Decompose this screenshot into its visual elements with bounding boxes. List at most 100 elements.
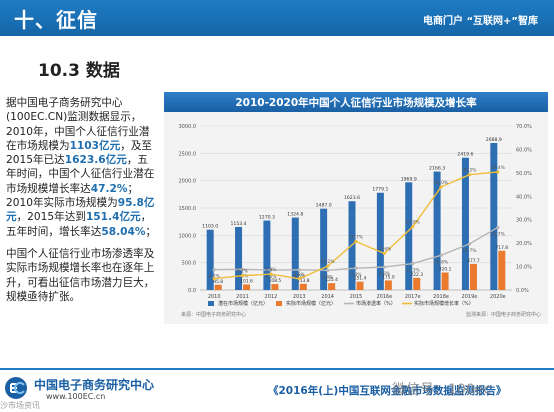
bar-actual-market (441, 272, 449, 290)
y-left-tick-label: 3000.0 (179, 124, 197, 130)
legend-swatch (276, 301, 282, 306)
penetration-rate-label: 9.8% (379, 271, 390, 277)
point-penetration-rate (439, 253, 443, 257)
point-growth-rate (326, 264, 330, 268)
bar-actual-market (356, 281, 364, 290)
y-right-tick-label: 70.0% (516, 124, 532, 130)
penetration-rate-label: 11.3% (406, 268, 420, 274)
bar-actual-market (498, 250, 506, 290)
point-growth-rate (297, 277, 301, 281)
penetration-rate-label: 14.8% (434, 259, 448, 265)
bar-actual-market (413, 277, 421, 290)
slide-heading: 10.3 数据 (38, 61, 120, 81)
bar-actual-label: 151.4 (354, 276, 367, 282)
corner-watermark: 沙市场资讯 (0, 401, 40, 410)
bar-potential-label: 1103.0 (202, 224, 218, 230)
paragraph-1: 据中国电子商务研究中心(100EC.CN)监测数据显示，2010年，中国个人征信… (6, 96, 158, 239)
bar-potential-market (405, 182, 413, 290)
highlight-value: 95.8亿元 (6, 197, 155, 224)
bar-actual-market (328, 283, 336, 290)
market-size-chart: 2010-2020年中国个人征信行业市场规模及增长率 0.0 500.0 1000.… (164, 92, 548, 324)
bar-actual-label: 113.8 (297, 278, 310, 284)
bar-actual-label: 108.5 (269, 278, 282, 284)
bar-potential-market (291, 217, 299, 290)
text-segment: ；2010年实际市场规模为 (6, 182, 139, 210)
growth-rate-label: 27.0% (406, 220, 420, 226)
y-right-tick-label: 40.0% (516, 194, 532, 200)
point-penetration-rate (496, 225, 500, 230)
point-growth-rate (212, 276, 216, 281)
chart-canvas: 0.0 500.0 1000.0 1500.0 2000.0 2500.0 3000.0 0.… (179, 124, 533, 307)
growth-rate-label: 4.8% (294, 272, 305, 278)
legend-label: 市场渗透率（%） (356, 300, 396, 307)
x-tick-label: 2010 (208, 294, 221, 300)
x-tick-label: 2014 (321, 294, 334, 300)
section-title: 十、征信 (14, 8, 98, 32)
point-penetration-rate (411, 261, 415, 266)
top-banner: 十、征信 电商门户 “互联网+”智库 (0, 0, 554, 36)
bar-potential-market (433, 171, 441, 290)
growth-rate-label: 20.7% (349, 235, 363, 241)
growth-rate-label: 15.6% (377, 246, 391, 252)
point-penetration-rate (467, 242, 472, 246)
growth-rate-label: 6.1% (237, 269, 248, 275)
point-growth-rate (496, 170, 500, 174)
x-tick-label: 2020e (490, 294, 506, 300)
bar-actual-market (384, 280, 392, 290)
bar-potential-label: 1779.1 (372, 187, 388, 193)
text-segment: ； (145, 225, 157, 238)
text-segment: ，五年时间，增长率达 (6, 211, 152, 238)
y-right-tick-label: 0.0% (516, 288, 529, 294)
y-right-tick-label: 60.0% (516, 147, 532, 153)
penetration-rate-label: 8.7% (209, 274, 220, 280)
y-left-tick-label: 0.0 (188, 288, 196, 294)
bar-potential-label: 1153.4 (231, 221, 247, 227)
bar-actual-market (243, 284, 251, 290)
y-right-tick-label: 10.0% (516, 265, 532, 271)
chart-source: 来源：中国电子商务研究中心 (181, 312, 247, 318)
line-penetration-rate (214, 226, 499, 272)
x-tick-label: 2018e (433, 294, 449, 300)
paragraph-2: 中国个人征信行业市场渗透率及实际市场规模增长率也在逐年上升，可看出征信市场潜力巨… (6, 247, 155, 303)
penetration-rate-label: 26.7% (491, 231, 505, 237)
x-tick-label: 2019e (462, 294, 478, 300)
penetration-rate-label: 8.6% (294, 274, 305, 280)
brand-slogan: 电商门户 “互联网+”智库 (422, 16, 538, 27)
penetration-rate-label: 8.4% (322, 274, 333, 280)
x-tick-label: 2015 (350, 294, 363, 300)
y-left-tick-label: 2000.0 (179, 179, 197, 185)
footer: 中国电子商务研究中心 www.100EC.cn 《2016年(上)中国互联网金融… (0, 368, 554, 412)
bar-potential-label: 2166.3 (429, 166, 445, 172)
report-title: 《2016年(上)中国互联网金融市场数据监测报告》 (268, 385, 507, 397)
point-penetration-rate (212, 268, 216, 272)
text-segment: ，2015年达到 (16, 211, 86, 224)
bar-actual-market (469, 263, 477, 290)
bar-actual-label: 477.7 (467, 258, 480, 264)
wechat-watermark: 微信号：100ec (392, 382, 492, 398)
point-growth-rate (467, 173, 472, 177)
point-growth-rate (269, 272, 273, 276)
bar-potential-label: 1324.8 (287, 212, 303, 218)
bar-potential-market (461, 157, 469, 290)
body-text: 据中国电子商务研究中心(100EC.CN)监测数据显示，2010年，中国个人征信… (6, 96, 158, 304)
bar-potential-market (320, 208, 328, 290)
bar-potential-label: 2419.6 (457, 152, 473, 158)
text-segment: 据中国电子商务研究中心(100EC.CN)监测数据显示，2010年，中国个人征信… (6, 97, 150, 152)
point-penetration-rate (297, 268, 301, 272)
highlight-value: 151.4亿元 (85, 211, 141, 224)
bar-actual-label: 175.0 (382, 274, 395, 280)
legend-label: 实际市场规模（亿元） (286, 300, 336, 307)
bar-actual-label: 222.3 (410, 272, 423, 278)
x-tick-label: 2011 (236, 294, 249, 300)
bar-actual-market (214, 284, 222, 290)
x-tick-label: 2016e (376, 294, 392, 300)
chart-source-right: 监测来源：中国电子商务研究中心 (465, 312, 541, 318)
x-tick-label: 2013 (293, 294, 306, 300)
point-growth-rate (382, 251, 386, 256)
point-penetration-rate (354, 266, 358, 270)
y-left-tick-label: 500.0 (182, 261, 196, 267)
penetration-rate-label: 19.7% (462, 248, 476, 254)
bar-actual-market (271, 284, 279, 290)
bar-actual-label: 717.8 (496, 245, 509, 251)
y-left-tick-label: 1000.0 (179, 233, 197, 239)
